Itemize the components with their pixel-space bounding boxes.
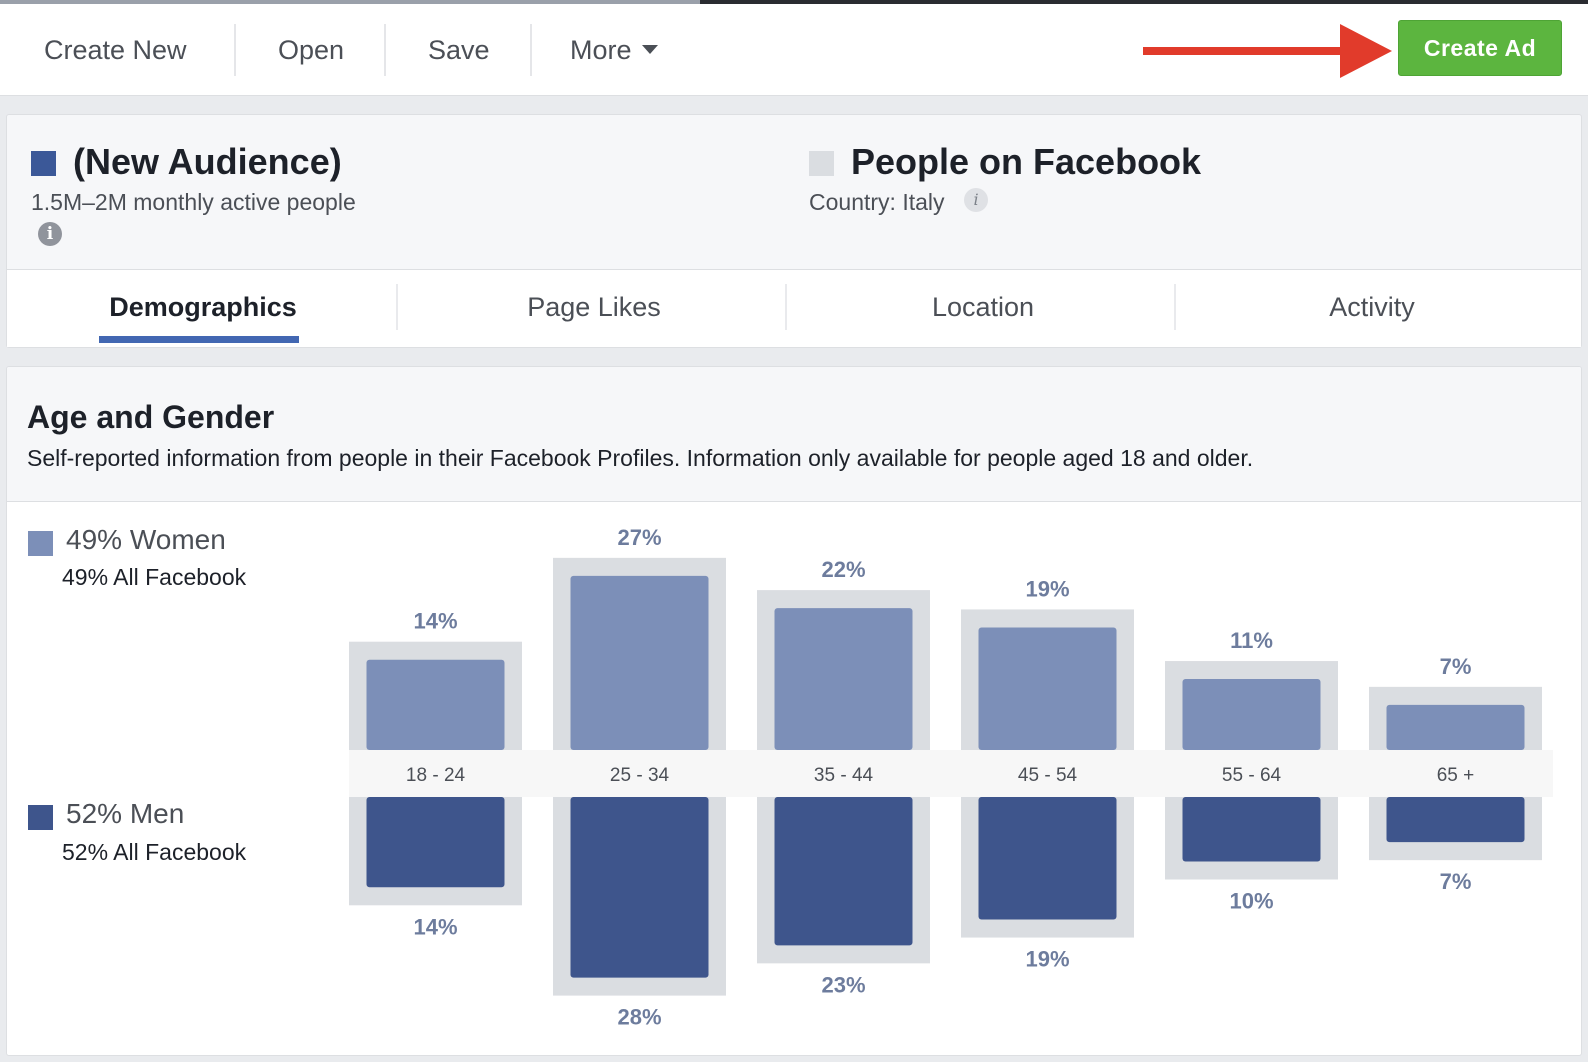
- window-top-border: [0, 0, 1588, 4]
- men-value-label: 10%: [1229, 889, 1273, 914]
- men-value-label: 23%: [821, 972, 865, 997]
- women-value-label: 7%: [1440, 654, 1472, 679]
- caret-down-icon: [641, 45, 658, 55]
- age-category-label: 25 - 34: [610, 765, 670, 786]
- more-dropdown[interactable]: More: [560, 4, 668, 96]
- comparison-color-swatch: [809, 151, 834, 176]
- women-value-label: 11%: [1230, 628, 1273, 653]
- men-value-label: 7%: [1440, 869, 1472, 894]
- men-bar: [366, 797, 505, 888]
- women-value-label: 19%: [1025, 576, 1069, 601]
- comparison-title: People on Facebook: [851, 141, 1202, 182]
- age-category-label: 35 - 44: [814, 765, 874, 786]
- info-icon[interactable]: i: [964, 188, 988, 212]
- age-category-label: 65 +: [1437, 765, 1475, 786]
- audience-summary-card: (New Audience) 1.5M–2M monthly active pe…: [6, 114, 1582, 348]
- age-axis-band: [349, 750, 1553, 797]
- age-gender-card: Age and Gender Self-reported information…: [6, 366, 1582, 1056]
- comparison-country: Country: Italy: [809, 189, 945, 215]
- women-value-label: 22%: [821, 557, 865, 582]
- tab-bar: Demographics Page Likes Location Activit…: [7, 269, 1581, 347]
- tab-divider: [396, 284, 398, 330]
- men-legend-swatch: [28, 805, 53, 830]
- men-value-label: 28%: [617, 1005, 661, 1030]
- age-category-label: 18 - 24: [406, 765, 466, 786]
- toolbar-divider: [384, 24, 386, 76]
- men-value-label: 14%: [413, 914, 457, 939]
- tab-page-likes[interactable]: Page Likes: [527, 292, 661, 322]
- open-button[interactable]: Open: [278, 35, 345, 65]
- men-value-label: 19%: [1025, 947, 1069, 972]
- toolbar-divider: [234, 24, 236, 76]
- create-ad-button[interactable]: Create Ad: [1398, 20, 1562, 76]
- women-all-facebook-label: 49% All Facebook: [62, 564, 247, 590]
- women-value-label: 27%: [617, 525, 661, 550]
- info-icon[interactable]: i: [38, 222, 62, 246]
- women-bar: [570, 575, 709, 750]
- toolbar-divider: [530, 24, 532, 76]
- age-gender-chart: 18 - 24 14% 14% 25 - 34 27% 28% 35 - 44 22% 23% 4…: [349, 525, 1553, 1030]
- women-legend-swatch: [28, 531, 53, 556]
- age-category-label: 55 - 64: [1222, 765, 1282, 786]
- men-all-facebook-label: 52% All Facebook: [62, 839, 247, 865]
- more-label: More: [570, 35, 632, 65]
- men-bar: [1182, 797, 1321, 862]
- tab-divider: [1174, 284, 1176, 330]
- section-header: Age and Gender Self-reported information…: [7, 367, 1581, 502]
- active-tab-indicator: [99, 336, 299, 343]
- red-arrow-annotation: [1143, 47, 1353, 55]
- age-category-label: 45 - 54: [1018, 765, 1078, 786]
- women-bar: [1182, 679, 1321, 750]
- create-new-button[interactable]: Create New: [44, 35, 187, 65]
- tab-activity[interactable]: Activity: [1329, 292, 1415, 322]
- women-value-label: 14%: [413, 609, 457, 634]
- tab-location[interactable]: Location: [931, 292, 1035, 322]
- men-bar: [570, 797, 709, 978]
- men-legend-label: 52% Men: [66, 798, 185, 829]
- women-bar: [1386, 704, 1525, 750]
- section-title: Age and Gender: [27, 399, 275, 435]
- men-bar: [774, 797, 913, 946]
- section-description: Self-reported information from people in…: [27, 445, 1254, 471]
- red-arrow-head-annotation: [1340, 24, 1392, 78]
- loading-bar: [0, 0, 700, 4]
- women-bar: [978, 627, 1117, 750]
- save-button[interactable]: Save: [428, 35, 490, 65]
- women-legend-label: 49% Women: [66, 524, 226, 555]
- audience-size: 1.5M–2M monthly active people: [31, 189, 356, 215]
- tab-demographics[interactable]: Demographics: [109, 292, 297, 322]
- audience-color-swatch: [31, 151, 56, 176]
- men-bar: [978, 797, 1117, 920]
- women-bar: [774, 608, 913, 750]
- women-bar: [366, 659, 505, 750]
- men-bar: [1386, 797, 1525, 843]
- tab-divider: [785, 284, 787, 330]
- audience-title: (New Audience): [73, 141, 342, 182]
